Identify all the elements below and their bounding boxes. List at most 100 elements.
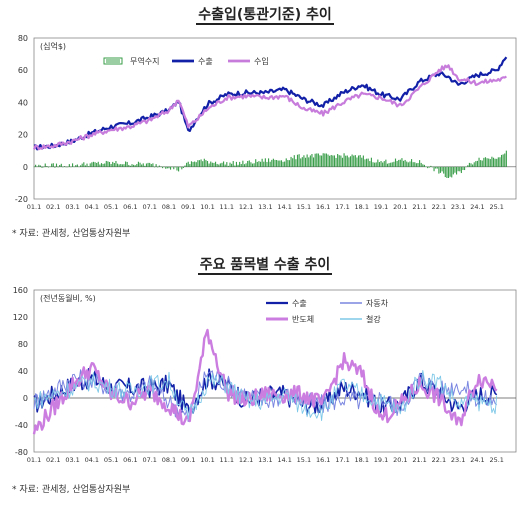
balance-bar <box>235 161 238 167</box>
balance-bar <box>473 162 475 167</box>
balance-bar <box>276 160 278 167</box>
balance-bar <box>187 161 189 167</box>
balance-bar <box>401 158 403 167</box>
balance-bar <box>388 163 390 167</box>
balance-bar <box>459 166 461 172</box>
balance-bar <box>166 166 168 169</box>
balance-bar <box>41 166 43 168</box>
balance-bar <box>319 155 321 167</box>
balance-bar <box>343 153 345 167</box>
balance-bar <box>451 166 453 178</box>
balance-bar <box>94 162 96 167</box>
balance-bar <box>372 162 374 167</box>
balance-bar <box>324 153 326 167</box>
x-tick-label: 23.1 <box>451 456 465 464</box>
balance-bar <box>255 159 257 167</box>
balance-bar <box>253 163 255 167</box>
balance-bar <box>149 162 151 167</box>
balance-bar <box>465 166 467 168</box>
x-tick-label: 05.1 <box>104 203 118 211</box>
balance-bar <box>272 158 274 167</box>
balance-bar <box>62 166 64 168</box>
x-tick-label: 18.1 <box>355 456 369 464</box>
y-tick-label: 0 <box>23 394 28 403</box>
y-tick-label: 80 <box>18 34 28 43</box>
balance-bar <box>57 166 59 168</box>
balance-bar <box>70 166 72 168</box>
balance-bar <box>354 155 356 167</box>
balance-bar <box>76 164 78 167</box>
balance-bar <box>427 166 429 169</box>
balance-bar <box>496 158 498 167</box>
balance-bar <box>67 166 69 168</box>
balance-bar <box>415 163 417 167</box>
balance-bar <box>398 159 400 167</box>
balance-bar <box>280 160 282 167</box>
balance-bar <box>144 165 146 167</box>
balance-bar <box>488 158 490 167</box>
legend-label-steel: 철강 <box>366 314 381 324</box>
balance-bar <box>295 159 297 167</box>
series-line-auto <box>33 369 498 422</box>
balance-bar <box>341 157 344 167</box>
balance-bar <box>104 163 106 167</box>
balance-bar <box>420 162 422 167</box>
balance-bar <box>232 161 234 167</box>
balance-bar <box>200 159 202 167</box>
balance-bar <box>256 161 258 167</box>
balance-bar <box>296 154 299 167</box>
balance-bar <box>499 157 501 167</box>
balance-bar <box>60 163 62 167</box>
x-tick-label: 01.1 <box>27 203 41 211</box>
balance-bar <box>68 164 70 167</box>
legend-label-import: 수입 <box>254 57 269 66</box>
balance-bar <box>417 163 419 167</box>
balance-bar <box>128 164 130 167</box>
balance-bar <box>423 164 425 167</box>
balance-bar <box>475 161 477 167</box>
balance-bar <box>285 158 287 167</box>
x-tick-label: 03.1 <box>65 203 79 211</box>
balance-bar <box>263 161 265 167</box>
x-tick-label: 08.1 <box>162 203 176 211</box>
balance-bar <box>108 161 111 167</box>
balance-bar <box>203 158 205 167</box>
balance-bar <box>402 160 405 167</box>
x-tick-label: 02.1 <box>46 456 60 464</box>
balance-bar <box>264 158 266 167</box>
balance-bar <box>491 156 493 167</box>
balance-bar <box>36 166 38 167</box>
balance-bar <box>227 165 229 167</box>
balance-bar <box>240 164 242 167</box>
balance-bar <box>464 166 466 171</box>
balance-bar <box>218 164 220 167</box>
x-tick-label: 09.1 <box>181 203 195 211</box>
balance-bar <box>340 155 342 167</box>
x-tick-label: 10.1 <box>200 203 214 211</box>
x-tick-label: 11.1 <box>220 203 234 211</box>
balance-bar <box>489 159 491 167</box>
balance-bar <box>443 166 445 174</box>
balance-bar <box>345 155 347 167</box>
balance-bar <box>142 163 144 167</box>
balance-bar <box>359 155 361 167</box>
balance-bar <box>467 165 469 167</box>
balance-bar <box>35 164 37 167</box>
balance-bar <box>430 165 432 167</box>
balance-bar <box>492 157 495 167</box>
balance-bar <box>214 161 217 167</box>
balance-bar <box>325 153 327 167</box>
balance-bar <box>367 158 369 167</box>
balance-bar <box>219 163 221 167</box>
balance-bar <box>126 161 128 167</box>
x-tick-label: 07.1 <box>142 456 156 464</box>
balance-bar <box>176 166 178 171</box>
x-tick-label: 22.1 <box>432 203 446 211</box>
balance-bar <box>374 162 376 167</box>
balance-bar <box>202 161 204 167</box>
balance-bar <box>113 162 115 167</box>
balance-bar <box>52 163 54 167</box>
balance-bar <box>121 164 123 167</box>
balance-bar <box>480 160 482 167</box>
balance-bar <box>145 163 148 167</box>
